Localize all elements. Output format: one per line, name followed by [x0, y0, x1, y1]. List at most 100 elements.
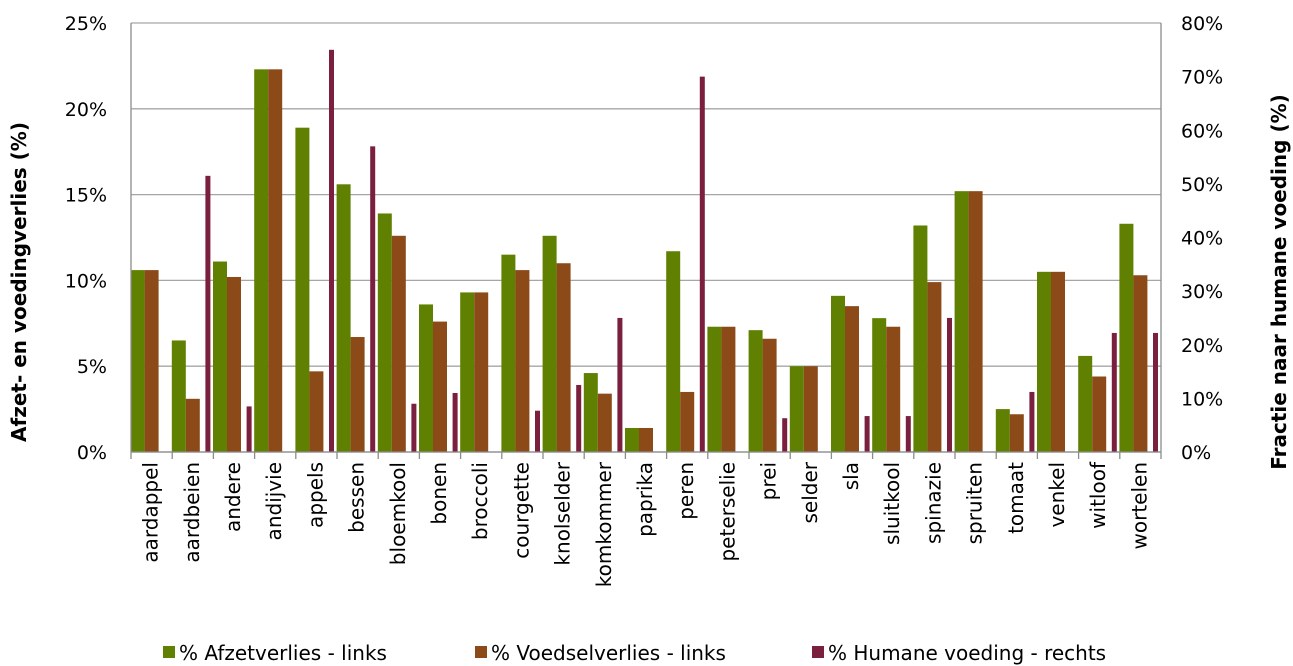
bar-afzetverlies-links-sluitkool: [872, 318, 887, 452]
bar-afzetverlies-links-appels: [295, 127, 310, 453]
category-label-andere: andere: [221, 462, 245, 532]
category-label-andijvie: andijvie: [262, 462, 286, 540]
bar-afzetverlies-links-aardappel: [130, 270, 145, 452]
left-axis-title: Afzet- en voedingverlies (%): [7, 122, 31, 442]
bar-afzetverlies-links-spruiten: [954, 191, 969, 452]
bar-voedselverlies-links-appels: [309, 371, 324, 452]
right-tick-label: 0%: [1181, 442, 1211, 464]
bar-voedselverlies-links-witloof: [1092, 376, 1107, 452]
bar-humane-voeding-rechts-tomaat: [1029, 391, 1035, 452]
bar-afzetverlies-links-courgette: [501, 254, 516, 452]
bar-voedselverlies-links-venkel: [1051, 271, 1065, 452]
bar-voedselverlies-links-knolselder: [556, 263, 571, 452]
category-label-aardbeien: aardbeien: [180, 462, 204, 563]
legend-label: % Afzetverlies - links: [179, 641, 387, 665]
category-label-selder: selder: [798, 461, 822, 523]
legend-swatch: [812, 646, 824, 658]
bar-afzetverlies-links-tomaat: [995, 409, 1010, 452]
bar-voedselverlies-links-aardappel: [144, 270, 159, 452]
category-label-witloof: witloof: [1086, 461, 1110, 529]
left-axis-ticks: 0% 5% 10% 15% 20% 25%: [65, 13, 107, 464]
category-label-peren: peren: [674, 462, 698, 520]
bar-humane-voeding-rechts-prei: [782, 418, 788, 452]
bar-afzetverlies-links-witloof: [1078, 355, 1093, 452]
right-tick-label: 30%: [1181, 281, 1223, 303]
category-label-bessen: bessen: [345, 462, 369, 533]
bar-voedselverlies-links-spinazie: [927, 282, 942, 452]
left-tick-label: 5%: [77, 356, 107, 378]
gridlines: [131, 22, 1161, 453]
legend-swatch: [475, 646, 487, 658]
bar-afzetverlies-links-peren: [666, 251, 681, 452]
bar-afzetverlies-links-bonen: [419, 304, 433, 452]
category-label-knolselder: knolselder: [551, 461, 575, 565]
right-tick-label: 10%: [1181, 388, 1223, 410]
bar-voedselverlies-links-andere: [227, 276, 241, 452]
bar-voedselverlies-links-andijvie: [268, 69, 283, 452]
left-tick-label: 20%: [65, 99, 107, 121]
bar-humane-voeding-rechts-witloof: [1111, 332, 1117, 452]
bar-humane-voeding-rechts-wortelen: [1153, 332, 1158, 452]
category-label-sluitkool: sluitkool: [880, 462, 904, 545]
bar-afzetverlies-links-broccoli: [460, 292, 475, 452]
bar-voedselverlies-links-aardbeien: [185, 398, 200, 452]
bar-afzetverlies-links-komkommer: [583, 373, 598, 452]
bar-voedselverlies-links-peterselie: [721, 326, 736, 452]
category-label-tomaat: tomaat: [1004, 462, 1028, 534]
category-label-aardappel: aardappel: [139, 462, 163, 563]
bar-voedselverlies-links-wortelen: [1133, 275, 1148, 452]
left-tick-label: 25%: [65, 13, 107, 35]
bar-humane-voeding-rechts-appels: [329, 49, 334, 452]
bar-afzetverlies-links-bloemkool: [377, 213, 392, 452]
bar-humane-voeding-rechts-andere: [246, 406, 252, 452]
right-tick-label: 80%: [1181, 13, 1223, 35]
category-label-prei: prei: [757, 462, 781, 500]
bar-voedselverlies-links-komkommer: [597, 393, 612, 452]
bar-afzetverlies-links-wortelen: [1119, 223, 1134, 452]
bar-voedselverlies-links-bessen: [350, 337, 365, 452]
category-label-spruiten: spruiten: [963, 462, 987, 544]
bar-voedselverlies-links-sluitkool: [886, 326, 901, 452]
bar-humane-voeding-rechts-peren: [699, 76, 705, 452]
category-label-courgette: courgette: [509, 462, 533, 559]
bar-afzetverlies-links-bessen: [336, 184, 351, 452]
bar-afzetverlies-links-prei: [748, 330, 763, 452]
left-tick-label: 0%: [77, 442, 107, 464]
category-label-bloemkool: bloemkool: [386, 462, 410, 565]
bar-voedselverlies-links-spruiten: [968, 191, 983, 452]
bar-afzetverlies-links-andere: [213, 261, 227, 452]
bar-afzetverlies-links-aardbeien: [171, 340, 186, 452]
bars: [130, 49, 1158, 453]
category-label-broccoli: broccoli: [468, 462, 492, 540]
category-label-spinazie: spinazie: [921, 462, 945, 544]
right-tick-label: 60%: [1181, 120, 1223, 142]
category-label-bonen: bonen: [427, 462, 451, 525]
bar-afzetverlies-links-spinazie: [913, 225, 928, 452]
bar-humane-voeding-rechts-bloemkool: [411, 403, 417, 452]
legend: % Afzetverlies - links % Voedselverlies -…: [163, 641, 1106, 665]
bar-afzetverlies-links-selder: [789, 366, 804, 452]
category-labels: aardappel aardbeien andere andijvie appels be…: [139, 461, 1152, 587]
left-tick-label: 10%: [65, 270, 107, 292]
bar-voedselverlies-links-courgette: [515, 270, 530, 452]
right-tick-label: 40%: [1181, 228, 1223, 250]
bar-afzetverlies-links-paprika: [625, 427, 639, 452]
right-tick-label: 20%: [1181, 335, 1223, 357]
bar-humane-voeding-rechts-spinazie: [947, 317, 952, 452]
category-label-sla: sla: [839, 462, 863, 490]
bar-voedselverlies-links-sla: [845, 306, 859, 452]
bar-humane-voeding-rechts-knolselder: [576, 384, 582, 452]
bar-humane-voeding-rechts-komkommer: [617, 317, 623, 452]
bar-humane-voeding-rechts-aardbeien: [205, 175, 211, 453]
bar-voedselverlies-links-tomaat: [1009, 414, 1024, 452]
bar-humane-voeding-rechts-courgette: [535, 410, 540, 452]
bar-humane-voeding-rechts-sla: [864, 416, 870, 452]
right-axis-ticks: 0% 10% 20% 30% 40% 50% 60% 70% 80%: [1181, 13, 1223, 464]
legend-swatch: [163, 646, 175, 658]
category-label-peterselie: peterselie: [715, 462, 739, 562]
plot-frame: [130, 23, 1162, 459]
bar-afzetverlies-links-knolselder: [542, 235, 557, 452]
bar-voedselverlies-links-bloemkool: [391, 235, 406, 452]
right-tick-label: 50%: [1181, 174, 1223, 196]
